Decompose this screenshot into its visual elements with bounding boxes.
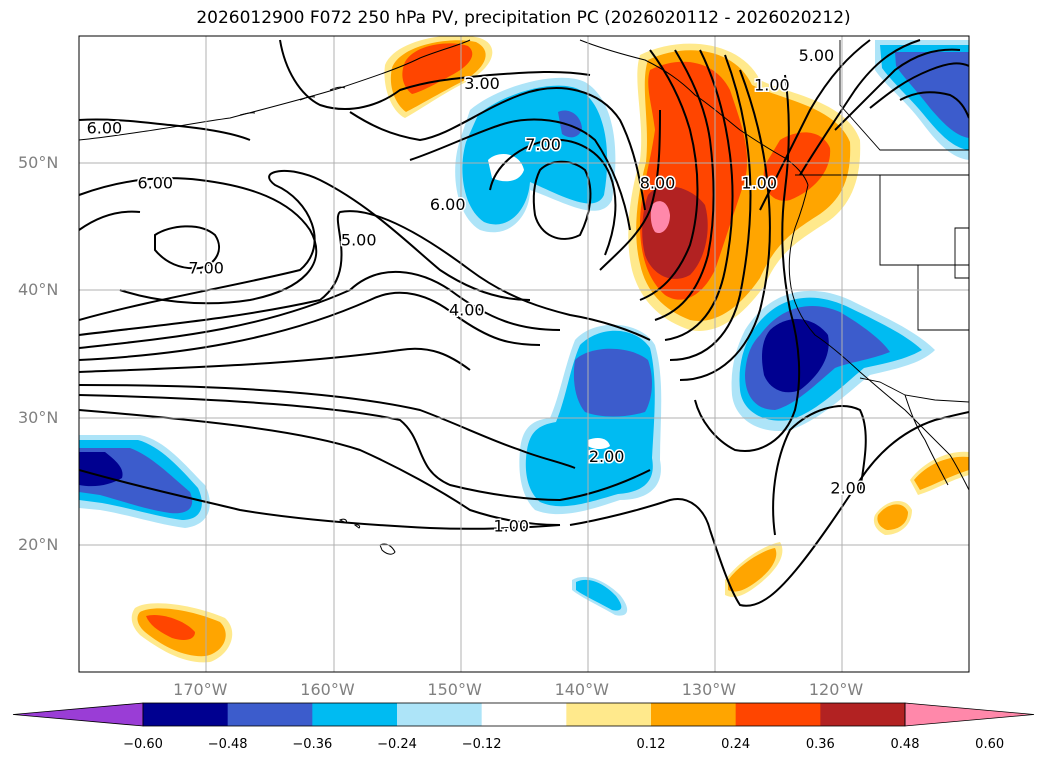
contour-labels: 6.00 6.00 7.00 5.00 3.00 7.00 6.00 4.00 8.00 2.00…	[85, 45, 867, 538]
colorbar-segment	[566, 703, 652, 726]
contour-label: 4.00	[449, 300, 485, 319]
contour-label: 8.00	[640, 173, 676, 192]
colorbar-tick-label: 0.36	[805, 737, 835, 752]
map-title: 2026012900 F072 250 hPa PV, precipitatio…	[196, 8, 851, 28]
lon-tick-label: 170°W	[173, 680, 228, 699]
colorbar-segment	[651, 703, 737, 726]
lat-tick-label: 40°N	[18, 280, 59, 300]
contour-label: 7.00	[188, 259, 224, 278]
graticule	[79, 36, 969, 672]
colorbar-tick-label: 0.12	[636, 737, 666, 752]
contour-label: 1.00	[754, 75, 790, 94]
contour-label: 1.00	[493, 517, 529, 536]
precip-anomaly-fills	[79, 36, 969, 663]
contour-label: 2.00	[830, 479, 866, 498]
colorbar-tick-label: −0.12	[461, 737, 502, 752]
colorbar-segment	[820, 703, 906, 726]
colorbar-tick-label: −0.60	[123, 737, 163, 752]
lon-tick-label: 150°W	[427, 680, 482, 699]
colorbar-segment	[481, 703, 567, 726]
lon-tick-label: 130°W	[681, 680, 737, 699]
colorbar-extend-high	[904, 702, 1035, 727]
colorbar-segment	[735, 703, 821, 726]
contour-label: 6.00	[87, 119, 123, 138]
lat-tick-label: 20°N	[18, 534, 59, 554]
political-borders	[795, 40, 969, 403]
colorbar-segment	[143, 703, 229, 726]
lat-tick-label: 50°N	[18, 153, 59, 173]
colorbar-extend-low	[12, 702, 144, 727]
colorbar-segment	[397, 703, 483, 726]
lat-tick-label: 30°N	[18, 407, 59, 427]
colorbar-tick-label: 0.24	[721, 737, 751, 752]
lon-tick-label: 140°W	[554, 680, 609, 699]
contour-label: 2.00	[589, 447, 625, 466]
colorbar-tick-label: −0.36	[292, 737, 333, 752]
colorbar-tick-label: 0.60	[975, 737, 1005, 752]
map-frame	[78, 35, 970, 673]
lon-tick-label: 160°W	[300, 680, 355, 699]
contour-label: 6.00	[430, 195, 466, 214]
colorbar-frame	[142, 702, 906, 727]
contour-label: 5.00	[799, 46, 835, 65]
contour-label: 7.00	[525, 135, 561, 154]
contour-label: 3.00	[464, 74, 500, 93]
lon-tick-label: 120°W	[808, 680, 864, 699]
contour-label: 5.00	[341, 231, 377, 250]
colorbar-tick-label: 0.48	[890, 737, 920, 752]
pv-contours	[79, 39, 969, 607]
colorbar-tick-label: −0.48	[207, 737, 248, 752]
contour-label: 6.00	[137, 173, 173, 192]
colorbar-tick-label: −0.24	[377, 737, 417, 752]
colorbar-segment	[227, 703, 313, 726]
colorbar-segment	[312, 703, 398, 726]
colorbar	[12, 702, 1035, 727]
contour-label: 1.00	[741, 173, 777, 192]
